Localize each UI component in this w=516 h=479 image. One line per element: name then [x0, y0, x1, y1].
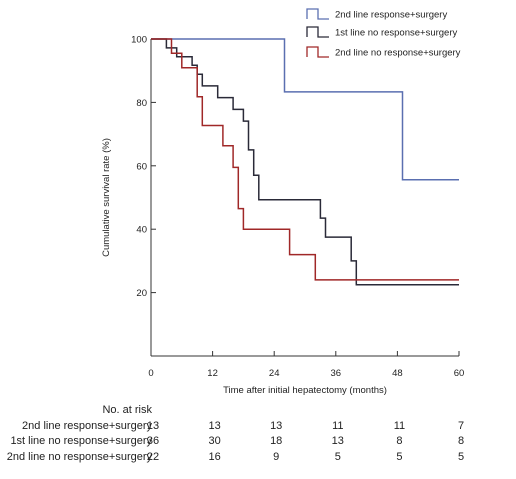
- risk-value: 13: [208, 420, 220, 432]
- risk-value: 11: [394, 420, 405, 432]
- risk-value: 36: [147, 435, 159, 447]
- y-tick-label: 60: [136, 161, 147, 172]
- risk-row-label: 2nd line no response+surgery: [7, 451, 153, 463]
- y-tick-label: 40: [136, 225, 147, 236]
- risk-value: 22: [147, 451, 159, 463]
- y-tick-label: 20: [136, 288, 147, 299]
- risk-value: 13: [332, 435, 344, 447]
- risk-value: 18: [270, 435, 282, 447]
- series-line-2: [151, 38, 459, 286]
- series-line-1: [151, 38, 459, 181]
- legend-label-1: 2nd line response+surgery: [335, 10, 447, 21]
- legend-swatch-2: [306, 26, 329, 38]
- risk-value: 5: [335, 451, 341, 463]
- risk-value: 7: [458, 420, 464, 432]
- legend-label-2: 1st line no response+surgery: [335, 28, 458, 39]
- risk-row-label: 2nd line response+surgery: [22, 420, 152, 432]
- series-line-3: [151, 38, 459, 281]
- x-tick-label: 24: [269, 368, 280, 379]
- risk-value: 13: [270, 420, 282, 432]
- risk-value: 5: [458, 451, 464, 463]
- legend-swatch-1: [306, 8, 329, 20]
- risk-value: 30: [208, 435, 220, 447]
- x-tick-label: 12: [207, 368, 218, 379]
- legend-swatch-3: [306, 46, 329, 58]
- risk-value: 8: [458, 435, 464, 447]
- x-tick-label: 0: [148, 368, 153, 379]
- risk-value: 9: [273, 451, 279, 463]
- risk-row-label: 1st line no response+surgery: [10, 435, 152, 447]
- x-axis-title: Time after initial hepatectomy (months): [223, 385, 387, 396]
- risk-value: 5: [396, 451, 402, 463]
- y-tick-label: 80: [136, 98, 147, 109]
- risk-value: 11: [332, 420, 343, 432]
- risk-value: 16: [208, 451, 220, 463]
- risk-table-title: No. at risk: [102, 404, 152, 416]
- risk-value: 8: [396, 435, 402, 447]
- legend-label-3: 2nd line no response+surgery: [335, 48, 461, 59]
- x-tick-label: 60: [454, 368, 465, 379]
- y-axis-title: Cumulative survival rate (%): [101, 138, 112, 257]
- risk-value: 13: [147, 420, 159, 432]
- x-tick-label: 36: [331, 368, 342, 379]
- x-tick-label: 48: [392, 368, 403, 379]
- y-tick-label: 100: [131, 35, 147, 46]
